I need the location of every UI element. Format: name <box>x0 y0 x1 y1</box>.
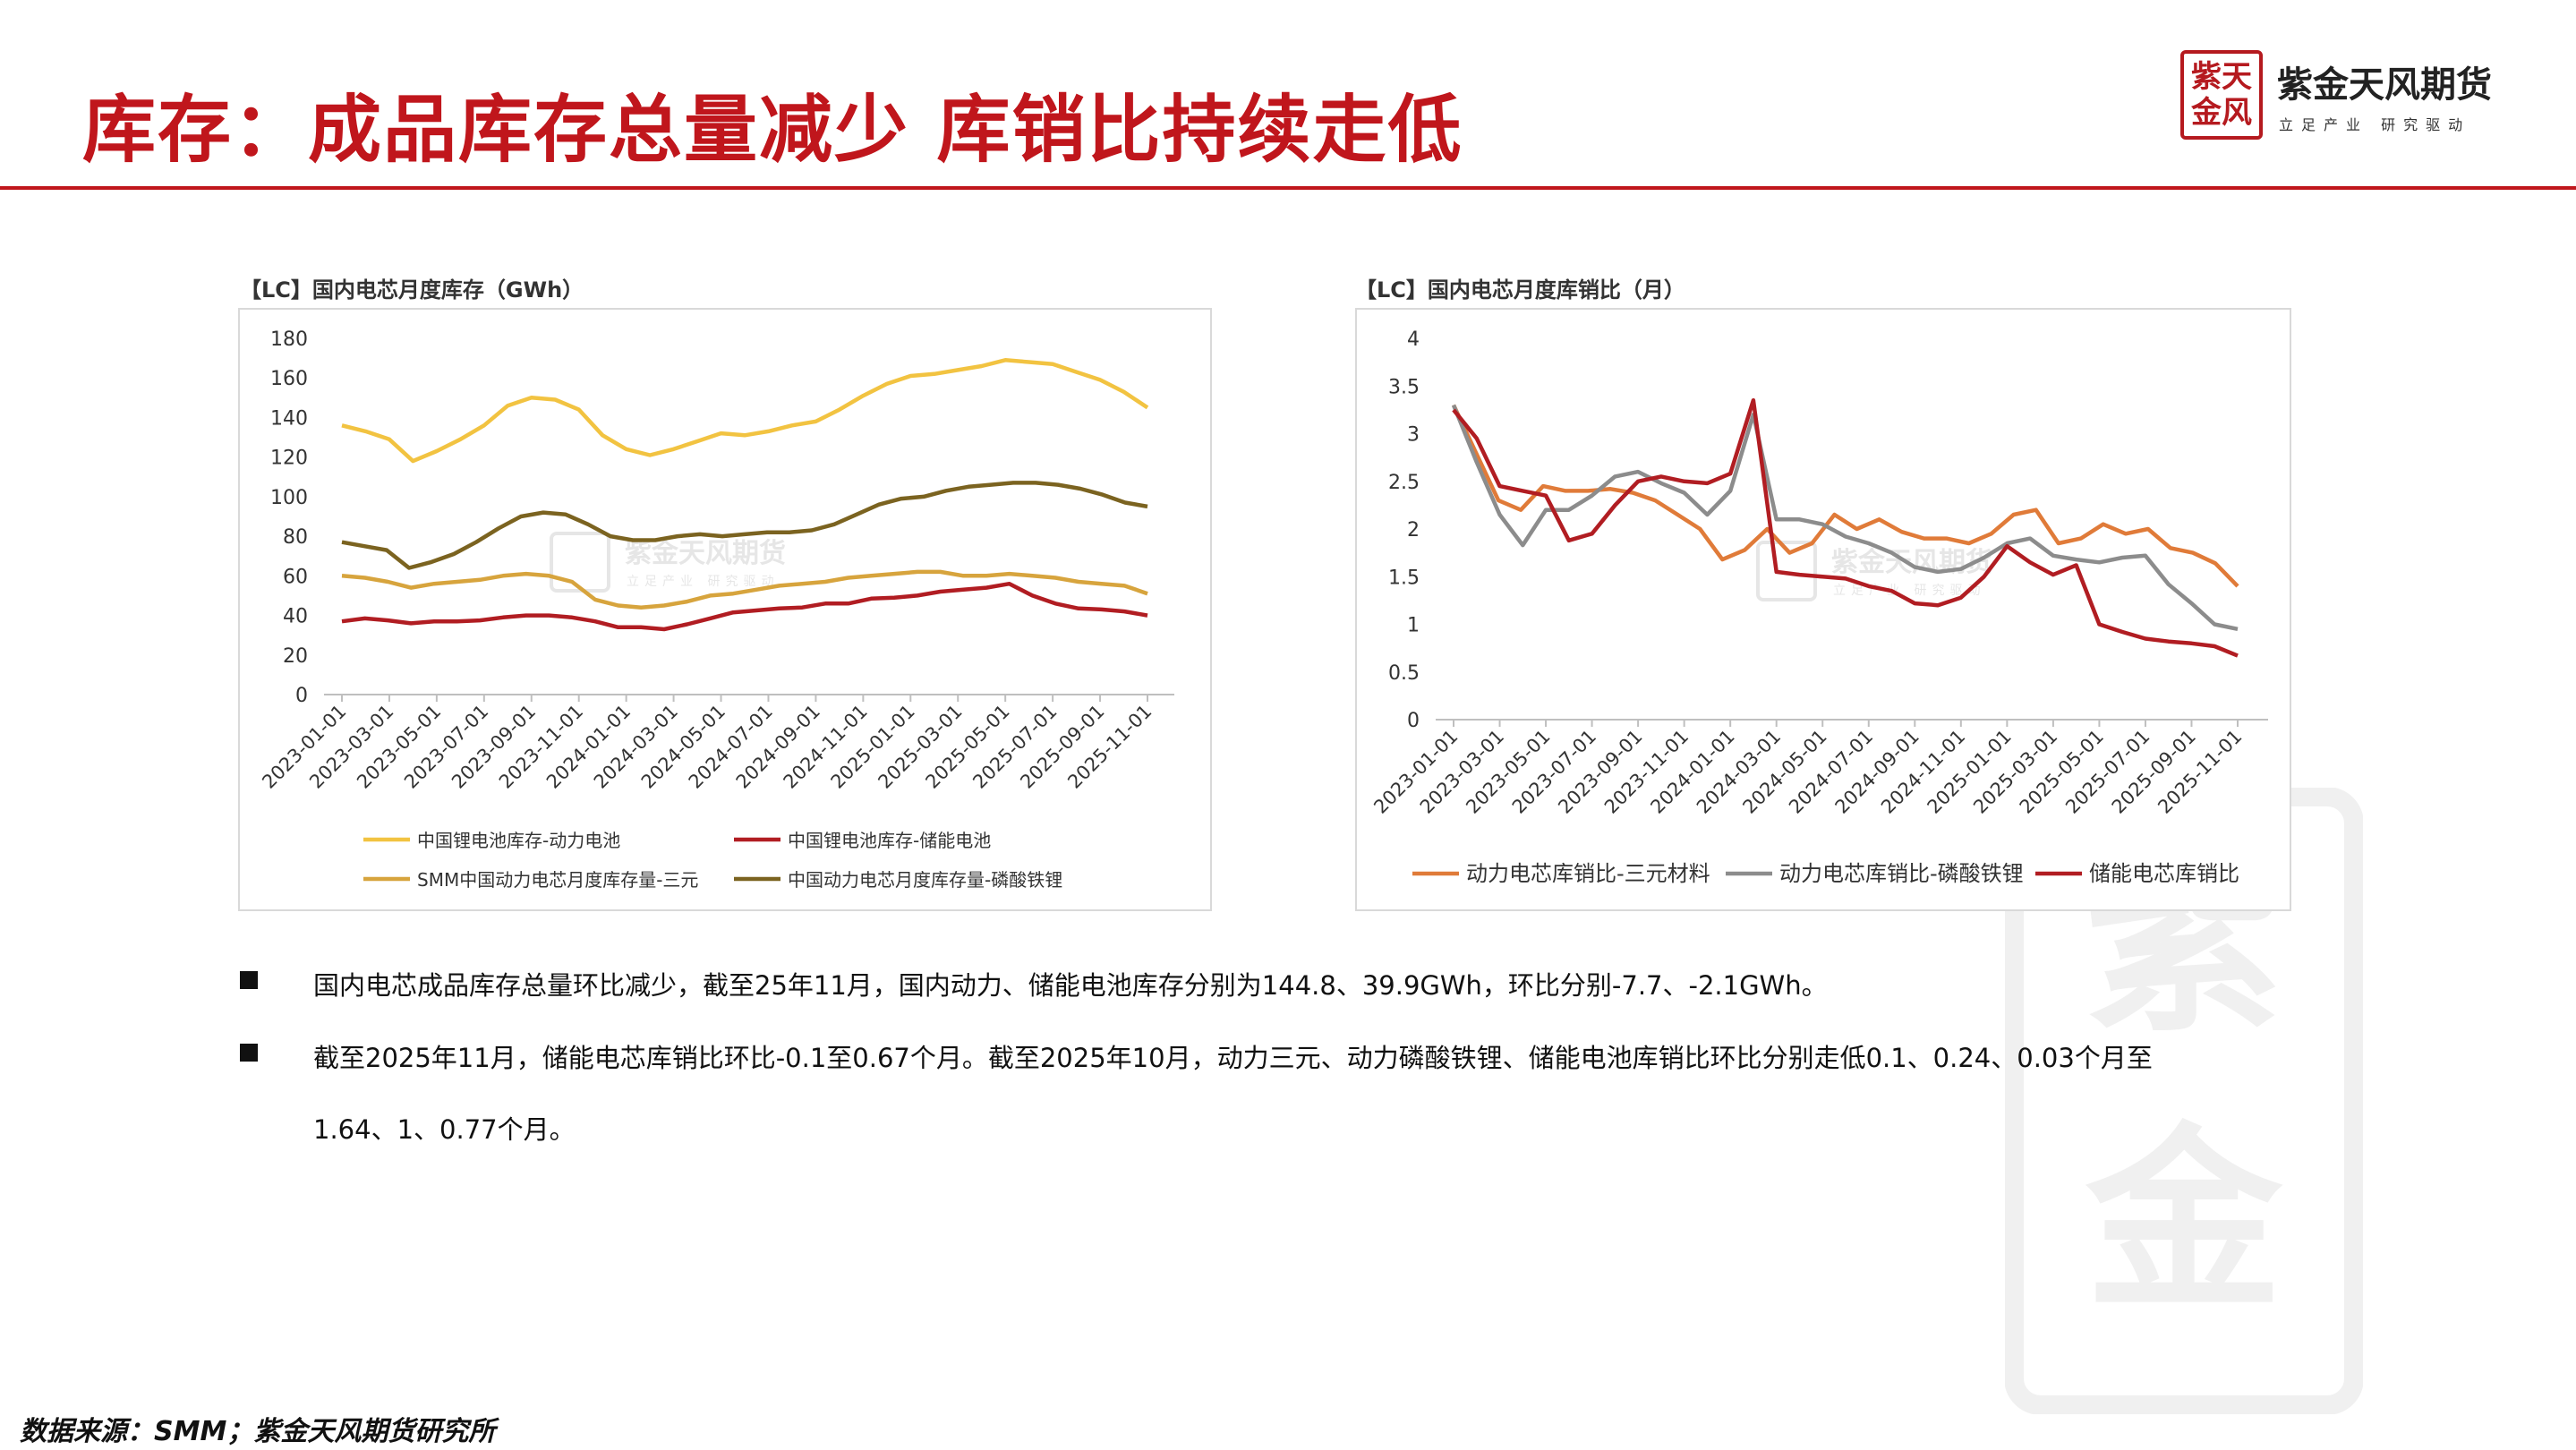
series-line-3 <box>1452 397 2239 658</box>
data-source: 数据来源：SMM；紫金天风期货研究所 <box>20 1416 496 1447</box>
legend-label-1: 动力电芯库销比-三元材料 <box>1466 861 1710 886</box>
legend-label-2: 动力电芯库销比-磷酸铁锂 <box>1779 861 2024 886</box>
legend-label-4: 中国动力电芯月度库存量-磷酸铁锂 <box>788 869 1062 891</box>
series-line-1 <box>341 358 1149 464</box>
series-line-2 <box>341 581 1148 632</box>
y-tick-label: 4 <box>1407 328 1420 351</box>
y-tick-label: 80 <box>283 526 308 549</box>
company-logo: 紫天 金风 紫金天风期货 立足产业 研究驱动 <box>2180 50 2503 149</box>
watermark-name: 紫金天风期货 <box>625 538 786 569</box>
y-tick-label: 140 <box>270 407 308 430</box>
note-line-1: 国内电芯成品库存总量环比减少，截至25年11月，国内动力、储能电池库存分别为14… <box>313 970 1828 1001</box>
y-tick-label: 20 <box>283 645 308 668</box>
series-line-3 <box>341 569 1148 610</box>
y-tick-label: 120 <box>270 448 308 470</box>
y-tick-label: 40 <box>283 606 308 628</box>
y-tick-label: 0 <box>295 685 308 707</box>
logo-slogan: 立足产业 研究驱动 <box>2279 116 2471 133</box>
watermark-name: 紫金天风期货 <box>1831 547 1992 578</box>
bullet-marker <box>240 1044 258 1062</box>
left-chart-frame <box>238 308 1212 911</box>
y-tick-label: 180 <box>270 328 308 351</box>
left-chart-title: 【LC】国内电芯月度库存（GWh） <box>240 277 584 303</box>
logo-name: 紫金天风期货 <box>2277 64 2492 106</box>
svg-text:金: 金 <box>2085 1106 2283 1335</box>
page-title: 库存：成品库存总量减少 库销比持续走低 <box>82 87 1463 173</box>
series-line-4 <box>341 481 1148 570</box>
watermark-slogan: 立足产业 研究驱动 <box>627 575 779 589</box>
legend-label-1: 中国锂电池库存-动力电池 <box>417 830 620 851</box>
right-chart-frame <box>1355 308 2291 911</box>
right-chart-title: 【LC】国内电芯月度库销比（月） <box>1355 277 1685 303</box>
y-tick-label: 3.5 <box>1388 376 1420 398</box>
y-tick-label: 100 <box>270 487 308 509</box>
y-tick-label: 2 <box>1407 519 1420 542</box>
series-line-1 <box>1451 404 2239 588</box>
y-tick-label: 1.5 <box>1388 567 1420 589</box>
header-divider <box>0 186 2576 190</box>
y-tick-label: 160 <box>270 368 308 390</box>
legend-label-3: SMM中国动力电芯月度库存量-三元 <box>417 869 698 891</box>
y-tick-label: 3 <box>1407 424 1420 447</box>
watermark-seal-icon <box>1756 541 1817 601</box>
y-tick-label: 1 <box>1407 615 1420 637</box>
note-line-3: 1.64、1、0.77个月。 <box>313 1114 576 1145</box>
note-line-2: 截至2025年11月，储能电芯库销比环比-0.1至0.67个月。截至2025年1… <box>313 1043 2153 1073</box>
y-tick-label: 0 <box>1407 710 1420 732</box>
watermark-seal-icon <box>550 532 610 593</box>
legend-label-2: 中国锂电池库存-储能电池 <box>788 830 991 851</box>
y-tick-label: 60 <box>283 566 308 588</box>
legend-label-3: 储能电芯库销比 <box>2089 861 2239 886</box>
bullet-marker <box>240 971 258 989</box>
logo-seal-icon: 紫天 金风 <box>2180 50 2263 140</box>
series-line-2 <box>1451 404 2239 632</box>
y-tick-label: 0.5 <box>1388 662 1420 685</box>
y-tick-label: 2.5 <box>1388 472 1420 494</box>
